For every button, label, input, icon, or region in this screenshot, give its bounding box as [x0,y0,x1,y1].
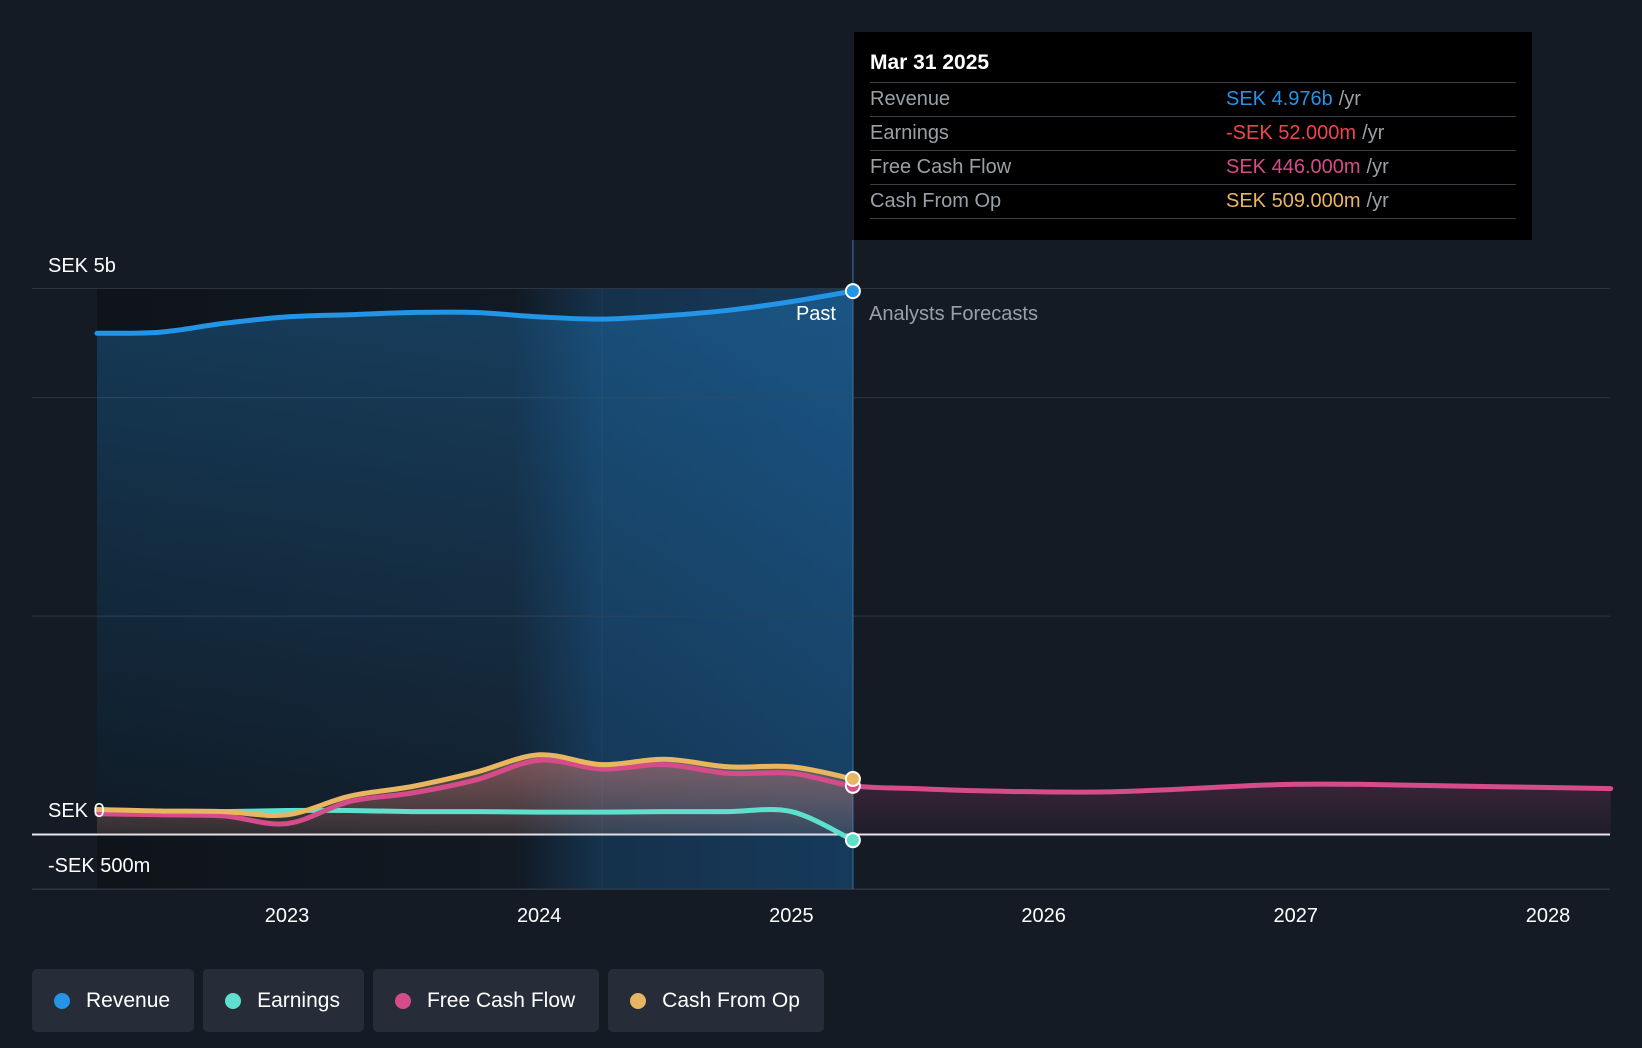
y-tick-label-zero: SEK 0 [48,800,105,822]
legend-label: Earnings [257,988,340,1012]
x-tick-label: 2026 [1021,905,1066,927]
tooltip-unit: /yr [1366,190,1389,212]
legend-label: Revenue [86,988,171,1012]
tooltip-label: Earnings [870,122,949,144]
earnings-dot-icon [225,992,242,1009]
tooltip-row-revenue: Revenue SEK 4.976b /yr [870,82,1516,116]
legend-label: Cash From Op [662,988,800,1012]
forecast-label: Analysts Forecasts [869,303,1038,325]
tooltip-unit: /yr [1338,88,1361,110]
x-tick-label: 2023 [265,905,310,927]
x-tick-label: 2025 [769,905,814,927]
tooltip-value: SEK 509.000m [1226,190,1361,212]
cash-from-op-dot-icon [630,992,647,1009]
tooltip-label: Free Cash Flow [870,156,1012,178]
tooltip-value: SEK 446.000m [1226,156,1361,178]
legend-item-earnings[interactable]: Earnings [203,969,364,1032]
y-tick-label-bottom: -SEK 500m [48,855,150,877]
x-tick-label: 2024 [517,905,562,927]
x-tick-label: 2027 [1274,905,1319,927]
cash-from-op-line [94,752,856,819]
tooltip-unit: /yr [1362,122,1385,144]
legend-item-free-cash-flow[interactable]: Free Cash Flow [372,969,600,1032]
tooltip-label: Revenue [870,88,951,110]
legend: Revenue Earnings Free Cash Flow Cash Fro… [32,969,824,1032]
past-label: Past [796,303,836,325]
x-tick-label: 2028 [1526,905,1571,927]
cash-from-op-point [844,770,861,787]
revenue-point [844,283,861,300]
revenue-area [97,291,853,835]
tooltip-value: SEK 4.976b [1226,88,1333,110]
free-cash-flow-line [94,757,1614,827]
tooltip: Mar 31 2025 Revenue SEK 4.976b /yr Earni… [854,32,1532,240]
free-cash-flow-area [97,759,1611,835]
tooltip-unit: /yr [1366,156,1389,178]
tooltip-row-cash-from-op: Cash From Op SEK 509.000m /yr [870,184,1516,219]
earnings-point [844,832,861,849]
legend-item-revenue[interactable]: Revenue [32,969,195,1032]
legend-item-cash-from-op[interactable]: Cash From Op [608,969,824,1032]
revenue-line [94,288,856,336]
y-tick-label-top: SEK 5b [48,255,116,277]
tooltip-date: Mar 31 2025 [870,51,990,74]
free-cash-flow-dot-icon [394,992,411,1009]
legend-label: Free Cash Flow [426,988,576,1012]
tooltip-value: -SEK 52.000m [1226,122,1357,144]
tooltip-row-free-cash-flow: Free Cash Flow SEK 446.000m /yr [870,150,1516,184]
revenue-dot-icon [54,992,70,1009]
tooltip-row-earnings: Earnings -SEK 52.000m /yr [870,116,1516,150]
tooltip-label: Cash From Op [870,190,1002,212]
